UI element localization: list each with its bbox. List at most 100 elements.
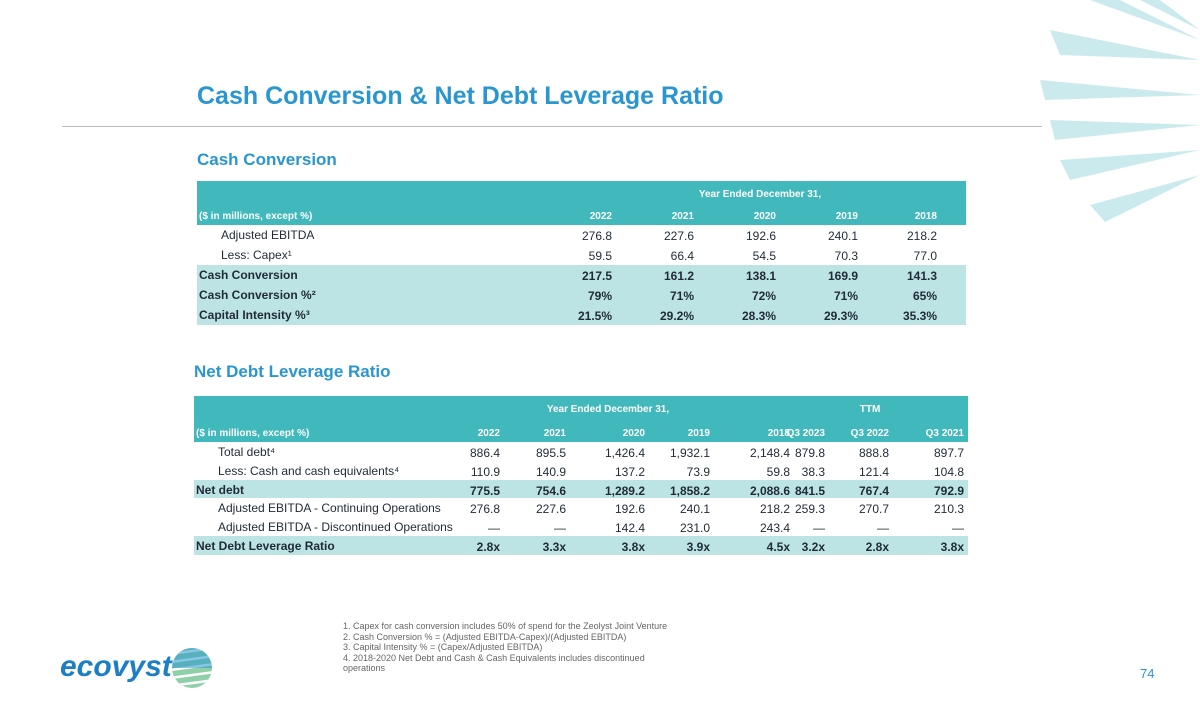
footnote: 4. 2018-2020 Net Debt and Cash & Cash Eq… xyxy=(343,652,645,674)
cell-value: 3.8x xyxy=(940,540,964,554)
footnote: 3. Capital Intensity % = (Capex/Adjusted… xyxy=(343,642,543,652)
cell-value: 59.8 xyxy=(766,464,790,479)
column-header: 2018 xyxy=(767,428,790,439)
cell-value: 59.5 xyxy=(588,249,612,263)
cell-value: 2,148.4 xyxy=(749,446,790,460)
row-band xyxy=(197,265,966,285)
cell-value: 754.6 xyxy=(535,483,566,498)
cell-value: 1,858.2 xyxy=(669,483,710,498)
cell-value: 161.2 xyxy=(663,269,694,283)
cell-value: 71% xyxy=(833,289,858,303)
row-band xyxy=(197,285,966,305)
cell-value: 210.3 xyxy=(933,502,964,517)
column-header: 2019 xyxy=(687,428,710,439)
cell-value: 2.8x xyxy=(865,540,889,554)
column-header: 2019 xyxy=(835,211,858,222)
cell-value: 895.5 xyxy=(535,446,566,460)
cell-value: 29.2% xyxy=(659,309,694,323)
cell-value: 217.5 xyxy=(581,269,612,283)
row-label: Adjusted EBITDA - Discontinued Operation… xyxy=(218,520,453,535)
row-band xyxy=(194,479,968,499)
unit-label: ($ in millions, except %) xyxy=(199,211,313,222)
column-header: Q3 2021 xyxy=(925,428,964,439)
logo-text: ecovyst xyxy=(60,650,172,683)
cell-value: 38.3 xyxy=(801,464,825,479)
cell-value: 888.8 xyxy=(858,446,889,460)
column-header: 2021 xyxy=(543,428,566,439)
cell-value: 886.4 xyxy=(469,446,500,460)
section-heading: Net Debt Leverage Ratio xyxy=(194,362,391,381)
cell-value: 66.4 xyxy=(670,249,694,263)
cell-value: 141.3 xyxy=(906,269,937,283)
row-label: Capital Intensity %³ xyxy=(199,308,310,322)
cell-value: 276.8 xyxy=(469,502,500,517)
table-header xyxy=(194,396,968,442)
cell-value: 1,289.2 xyxy=(604,483,645,498)
unit-label: ($ in millions, except %) xyxy=(196,428,310,439)
cell-value: 243.4 xyxy=(759,521,790,536)
cell-value: 72% xyxy=(751,289,776,303)
cell-value: 137.2 xyxy=(614,464,645,479)
row-label: Adjusted EBITDA xyxy=(221,228,315,242)
cell-value: 259.3 xyxy=(794,502,825,517)
cell-value: 841.5 xyxy=(794,483,825,498)
period-header: Year Ended December 31, xyxy=(546,404,670,415)
cell-value: 79% xyxy=(587,289,612,303)
cell-value: — xyxy=(877,521,889,536)
table-header xyxy=(197,181,966,225)
cell-value: — xyxy=(554,521,566,536)
period-header: Year Ended December 31, xyxy=(698,189,822,200)
cell-value: 4.5x xyxy=(766,540,790,554)
cell-value: 3.8x xyxy=(621,540,645,554)
cell-value: 169.9 xyxy=(827,269,858,283)
cell-value: 140.9 xyxy=(535,464,566,479)
cell-value: 2.8x xyxy=(476,540,500,554)
cell-value: 77.0 xyxy=(913,249,937,263)
row-label: Less: Cash and cash equivalents⁴ xyxy=(218,463,400,478)
cell-value: 240.1 xyxy=(827,229,858,243)
divider xyxy=(62,126,1042,127)
cell-value: 227.6 xyxy=(535,502,566,517)
row-band xyxy=(194,536,968,555)
footnotes: 1. Capex for cash conversion includes 50… xyxy=(343,621,673,674)
row-label: Cash Conversion %² xyxy=(199,288,316,302)
cell-value: 879.8 xyxy=(794,446,825,460)
cell-value: — xyxy=(813,521,825,536)
row-label: Net Debt Leverage Ratio xyxy=(196,539,335,553)
column-header: Q3 2022 xyxy=(850,428,889,439)
ttm-header: TTM xyxy=(859,404,881,415)
column-header: Q3 2023 xyxy=(786,428,825,439)
column-header: 2022 xyxy=(589,211,612,222)
page-number: 74 xyxy=(1140,666,1155,681)
cell-value: 270.7 xyxy=(858,502,889,517)
cell-value: 3.9x xyxy=(686,540,710,554)
cell-value: 70.3 xyxy=(834,249,858,263)
cell-value: 231.0 xyxy=(679,521,710,536)
cell-value: 192.6 xyxy=(745,229,776,243)
decor-rays xyxy=(1040,0,1200,222)
cell-value: 121.4 xyxy=(858,464,889,479)
slide-title: Cash Conversion & Net Debt Leverage Rati… xyxy=(197,82,724,110)
cell-value: 71% xyxy=(669,289,694,303)
cell-value: 3.3x xyxy=(542,540,566,554)
section-heading: Cash Conversion xyxy=(197,150,337,169)
row-label: Total debt⁴ xyxy=(218,445,276,459)
column-header: 2022 xyxy=(477,428,500,439)
cell-value: 218.2 xyxy=(906,229,937,243)
logo-mark xyxy=(172,648,212,688)
cell-value: 28.3% xyxy=(741,309,776,323)
row-label: Less: Capex¹ xyxy=(221,248,292,262)
cell-value: 2,088.6 xyxy=(749,483,790,498)
row-label: Net debt xyxy=(196,482,244,497)
cell-value: 35.3% xyxy=(902,309,937,323)
cell-value: — xyxy=(952,521,964,536)
cell-value: 54.5 xyxy=(752,249,776,263)
row-label: Adjusted EBITDA - Continuing Operations xyxy=(218,501,441,516)
row-band xyxy=(197,305,966,325)
cell-value: 1,426.4 xyxy=(604,446,645,460)
cell-value: 775.5 xyxy=(469,483,500,498)
cell-value: 276.8 xyxy=(581,229,612,243)
cell-value: 3.2x xyxy=(801,540,825,554)
cell-value: 21.5% xyxy=(577,309,612,323)
